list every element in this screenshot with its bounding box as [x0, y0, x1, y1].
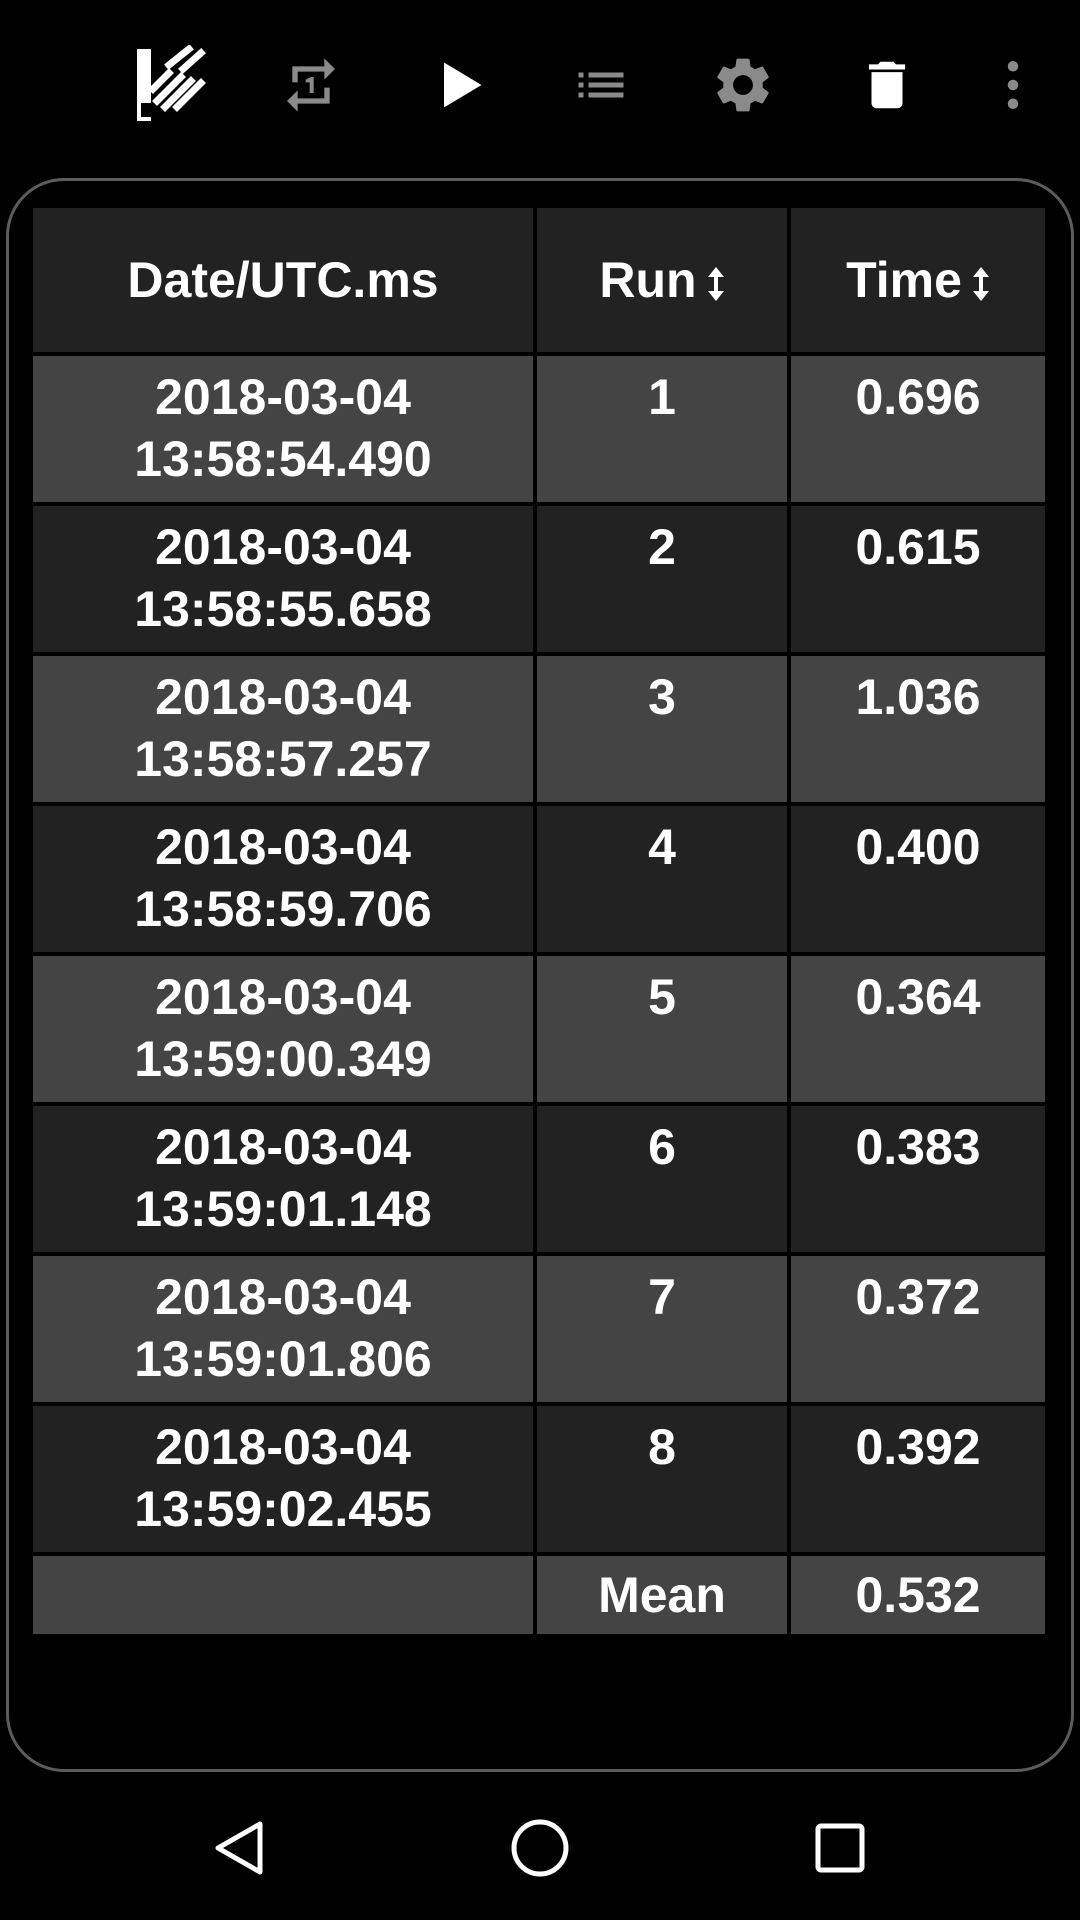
action-bar — [0, 0, 1080, 170]
cell-time: 0.372 — [791, 1256, 1045, 1406]
header-run-label: Run — [599, 252, 697, 308]
cell-run: 7 — [537, 1256, 791, 1406]
date-text: 2018-03-04 — [155, 1269, 411, 1325]
date-text: 2018-03-04 — [155, 519, 411, 575]
overflow-menu-icon — [1007, 61, 1019, 109]
cell-date: 2018-03-04 13:59:01.148 — [33, 1106, 537, 1256]
cell-date: 2018-03-04 13:59:01.806 — [33, 1256, 537, 1406]
table-row[interactable]: 2018-03-04 13:58:57.257 3 1.036 — [33, 656, 1045, 806]
cell-date: 2018-03-04 13:58:54.490 — [33, 356, 537, 506]
mean-empty-cell — [33, 1556, 537, 1638]
back-button[interactable] — [190, 1798, 290, 1898]
play-button[interactable] — [414, 40, 504, 130]
list-icon — [578, 72, 624, 98]
date-text: 2018-03-04 — [155, 369, 411, 425]
gear-icon — [717, 58, 769, 112]
clock-text: 13:59:01.148 — [134, 1181, 432, 1237]
cell-run: 8 — [537, 1406, 791, 1556]
clock-text: 13:58:55.658 — [134, 581, 432, 637]
recents-button[interactable] — [790, 1798, 890, 1898]
date-text: 2018-03-04 — [155, 669, 411, 725]
cell-date: 2018-03-04 13:58:57.257 — [33, 656, 537, 806]
table-row[interactable]: 2018-03-04 13:58:55.658 2 0.615 — [33, 506, 1045, 656]
system-nav-bar — [0, 1776, 1080, 1920]
back-icon — [215, 1821, 263, 1875]
clock-text: 13:59:01.806 — [134, 1331, 432, 1387]
table-row[interactable]: 2018-03-04 13:59:01.148 6 0.383 — [33, 1106, 1045, 1256]
sort-icon — [972, 266, 989, 301]
repeat-one-button[interactable] — [266, 40, 356, 130]
table-row[interactable]: 2018-03-04 13:58:59.706 4 0.400 — [33, 806, 1045, 956]
clock-text: 13:58:57.257 — [134, 731, 432, 787]
sort-icon — [707, 266, 724, 301]
cell-time: 0.696 — [791, 356, 1045, 506]
results-table: Date/UTC.ms Run Time 2018-03-04 13:58:54.… — [33, 208, 1045, 1638]
table-row[interactable]: 2018-03-04 13:58:54.490 1 0.696 — [33, 356, 1045, 506]
clock-text: 13:58:54.490 — [134, 431, 432, 487]
header-time-label: Time — [846, 252, 962, 308]
clock-text: 13:59:02.455 — [134, 1481, 432, 1537]
settings-button[interactable] — [698, 40, 788, 130]
cell-date: 2018-03-04 13:58:55.658 — [33, 506, 537, 656]
table-header-row: Date/UTC.ms Run Time — [33, 208, 1045, 356]
stopwatch-button[interactable] — [124, 40, 214, 130]
cell-time: 0.364 — [791, 956, 1045, 1106]
cell-time: 0.392 — [791, 1406, 1045, 1556]
date-text: 2018-03-04 — [155, 819, 411, 875]
cell-run: 5 — [537, 956, 791, 1106]
home-button[interactable] — [490, 1798, 590, 1898]
home-icon — [511, 1819, 569, 1877]
cell-date: 2018-03-04 13:59:00.349 — [33, 956, 537, 1106]
table-row[interactable]: 2018-03-04 13:59:00.349 5 0.364 — [33, 956, 1045, 1106]
header-date-label: Date/UTC.ms — [127, 252, 439, 308]
repeat-one-icon — [287, 58, 335, 112]
cell-run: 4 — [537, 806, 791, 956]
header-time[interactable]: Time — [791, 208, 1045, 356]
clock-text: 13:59:00.349 — [134, 1031, 432, 1087]
date-text: 2018-03-04 — [155, 1119, 411, 1175]
list-button[interactable] — [556, 40, 646, 130]
cell-date: 2018-03-04 13:59:02.455 — [33, 1406, 537, 1556]
mean-row: Mean 0.532 — [33, 1556, 1045, 1638]
date-text: 2018-03-04 — [155, 1419, 411, 1475]
cell-date: 2018-03-04 13:58:59.706 — [33, 806, 537, 956]
cell-time: 0.383 — [791, 1106, 1045, 1256]
table-row[interactable]: 2018-03-04 13:59:02.455 8 0.392 — [33, 1406, 1045, 1556]
mean-label: Mean — [537, 1556, 791, 1638]
stopwatch-icon — [137, 45, 206, 121]
table-row[interactable]: 2018-03-04 13:59:01.806 7 0.372 — [33, 1256, 1045, 1406]
cell-time: 0.615 — [791, 506, 1045, 656]
clock-text: 13:58:59.706 — [134, 881, 432, 937]
mean-value: 0.532 — [791, 1556, 1045, 1638]
play-icon — [444, 62, 482, 108]
recents-icon — [815, 1823, 865, 1873]
cell-time: 0.400 — [791, 806, 1045, 956]
cell-run: 3 — [537, 656, 791, 806]
header-run[interactable]: Run — [537, 208, 791, 356]
trash-icon — [868, 61, 906, 109]
cell-run: 2 — [537, 506, 791, 656]
header-date[interactable]: Date/UTC.ms — [33, 208, 537, 356]
cell-run: 1 — [537, 356, 791, 506]
cell-run: 6 — [537, 1106, 791, 1256]
overflow-menu-button[interactable] — [968, 40, 1058, 130]
delete-button[interactable] — [842, 40, 932, 130]
cell-time: 1.036 — [791, 656, 1045, 806]
date-text: 2018-03-04 — [155, 969, 411, 1025]
